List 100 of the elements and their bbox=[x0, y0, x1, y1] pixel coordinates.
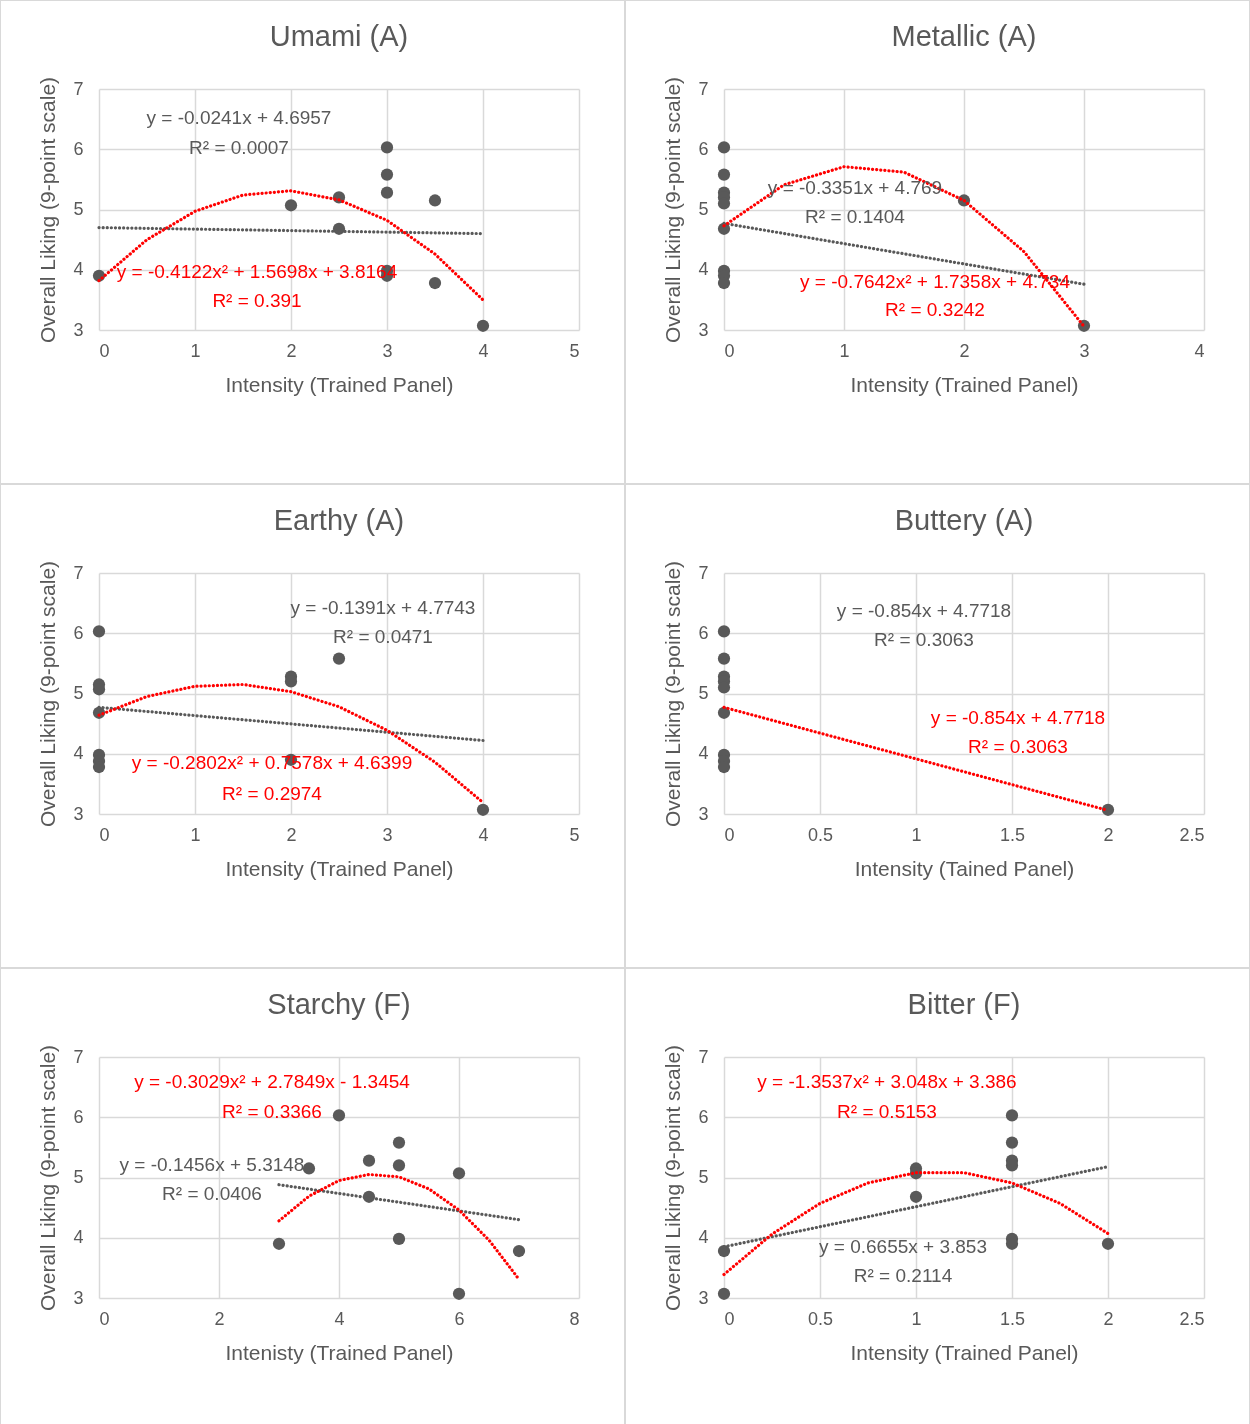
annotation: R² = 0.0406 bbox=[162, 1183, 262, 1204]
point bbox=[452, 1287, 466, 1300]
y-axis-title: Overall Liking (9-point scale) bbox=[661, 76, 685, 344]
y-tick-label: 3 bbox=[73, 319, 84, 340]
annotation: y = -0.1456x + 5.3148 bbox=[119, 1154, 305, 1175]
x-tick-label: 5 bbox=[569, 340, 580, 361]
y-tick-label: 3 bbox=[698, 1287, 709, 1308]
y-tick-label: 3 bbox=[73, 1287, 84, 1308]
x-tick-label: 2 bbox=[286, 824, 297, 845]
x-tick-label: 0 bbox=[99, 824, 110, 845]
x-tick-label: 2 bbox=[1103, 824, 1114, 845]
y-tick-label: 5 bbox=[698, 683, 709, 703]
y-tick-label: 6 bbox=[73, 1106, 84, 1127]
point bbox=[717, 168, 731, 181]
chart-title: Earthy (A) bbox=[273, 504, 405, 537]
annotation: y = -0.3029x² + 2.7849x - 1.3454 bbox=[134, 1071, 411, 1092]
point bbox=[909, 1190, 923, 1203]
point bbox=[332, 652, 346, 665]
y-tick-label: 7 bbox=[73, 562, 84, 583]
x-axis-title: Intensity (Trained Panel) bbox=[225, 856, 454, 880]
x-tick-label: 1 bbox=[911, 824, 922, 845]
x-tick-label: 1 bbox=[839, 340, 850, 361]
x-tick-label: 5 bbox=[569, 824, 580, 845]
x-tick-label: 2 bbox=[214, 1308, 225, 1329]
y-axis-title: Overall Liking (9-point scale) bbox=[661, 560, 685, 828]
x-tick-label: 2 bbox=[1103, 1308, 1114, 1329]
chart-title: Umami (A) bbox=[269, 20, 409, 53]
annotation: R² = 0.3063 bbox=[874, 629, 974, 650]
y-tick-label: 3 bbox=[73, 803, 84, 824]
x-tick-label: 2 bbox=[286, 340, 297, 361]
x-tick-label: 3 bbox=[382, 340, 393, 361]
point bbox=[717, 1287, 731, 1300]
x-tick-label: 4 bbox=[1194, 340, 1205, 361]
annotation: R² = 0.391 bbox=[212, 290, 302, 311]
x-axis-title: Intensity (Trained Panel) bbox=[850, 1340, 1079, 1364]
y-axis-title: Overall Liking (9-point scale) bbox=[36, 76, 60, 344]
y-tick-label: 5 bbox=[73, 1167, 84, 1187]
y-tick-label: 4 bbox=[698, 1227, 709, 1248]
y-tick-label: 7 bbox=[698, 562, 709, 583]
y-tick-label: 4 bbox=[73, 743, 84, 764]
annotation: y = -0.854x + 4.7718 bbox=[930, 707, 1106, 728]
x-tick-label: 4 bbox=[478, 340, 489, 361]
x-tick-label: 0.5 bbox=[807, 1308, 834, 1329]
annotation: R² = 0.0471 bbox=[333, 626, 433, 647]
point bbox=[1005, 1109, 1019, 1122]
point bbox=[452, 1167, 466, 1180]
x-tick-label: 0 bbox=[99, 340, 110, 361]
x-tick-label: 0 bbox=[724, 824, 735, 845]
point bbox=[392, 1159, 406, 1172]
point bbox=[1101, 1237, 1115, 1250]
x-tick-label: 3 bbox=[382, 824, 393, 845]
y-tick-label: 4 bbox=[698, 259, 709, 280]
chart-title: Buttery (A) bbox=[894, 504, 1034, 537]
annotation: R² = 0.1404 bbox=[805, 206, 906, 227]
point bbox=[302, 1162, 316, 1175]
y-tick-label: 7 bbox=[698, 78, 709, 99]
y-axis-title: Overall Liking (9-point scale) bbox=[36, 560, 60, 828]
point bbox=[717, 141, 731, 154]
x-tick-label: 2.5 bbox=[1179, 1308, 1205, 1329]
x-tick-label: 1 bbox=[911, 1308, 922, 1329]
y-tick-label: 5 bbox=[698, 1167, 709, 1187]
annotation: y = -1.3537x² + 3.048x + 3.386 bbox=[757, 1071, 1017, 1092]
x-tick-label: 2 bbox=[959, 340, 970, 361]
point bbox=[92, 625, 106, 638]
x-tick-label: 8 bbox=[569, 1308, 580, 1329]
y-tick-label: 4 bbox=[698, 743, 709, 764]
y-tick-label: 5 bbox=[73, 199, 84, 219]
point bbox=[476, 803, 490, 816]
x-tick-label: 1.5 bbox=[999, 1308, 1026, 1329]
y-tick-label: 4 bbox=[73, 259, 84, 280]
annotation: R² = 0.5153 bbox=[837, 1101, 937, 1122]
x-tick-label: 1.5 bbox=[999, 824, 1026, 845]
line-series bbox=[277, 1172, 521, 1281]
x-tick-label: 0 bbox=[99, 1308, 110, 1329]
annotation: R² = 0.3063 bbox=[968, 736, 1068, 757]
y-axis-title: Overall Liking (9-point scale) bbox=[661, 1044, 685, 1312]
y-tick-label: 7 bbox=[73, 78, 84, 99]
x-tick-label: 4 bbox=[334, 1308, 345, 1329]
y-tick-label: 6 bbox=[698, 138, 709, 159]
x-tick-label: 3 bbox=[1079, 340, 1090, 361]
annotation: y = 0.6655x + 3.853 bbox=[819, 1236, 987, 1257]
x-tick-label: 2.5 bbox=[1179, 824, 1205, 845]
x-axis-title: Intensity (Trained Panel) bbox=[225, 372, 454, 396]
y-tick-label: 5 bbox=[73, 683, 84, 703]
chart-title: Metallic (A) bbox=[891, 20, 1037, 53]
x-tick-label: 4 bbox=[478, 824, 489, 845]
point bbox=[392, 1136, 406, 1149]
x-tick-label: 0 bbox=[724, 340, 735, 361]
point bbox=[272, 1237, 286, 1250]
annotation: R² = 0.3242 bbox=[885, 299, 985, 320]
y-tick-label: 5 bbox=[698, 199, 709, 219]
y-tick-label: 3 bbox=[698, 319, 709, 340]
point bbox=[1005, 1136, 1019, 1149]
annotation: y = -0.0241x + 4.6957 bbox=[146, 107, 332, 128]
y-tick-label: 6 bbox=[698, 622, 709, 643]
x-tick-label: 1 bbox=[190, 340, 201, 361]
chart-title: Bitter (F) bbox=[907, 988, 1021, 1021]
point bbox=[362, 1154, 376, 1167]
y-tick-label: 3 bbox=[698, 803, 709, 824]
annotation: y = -0.2802x² + 0.7578x + 4.6399 bbox=[131, 752, 413, 773]
